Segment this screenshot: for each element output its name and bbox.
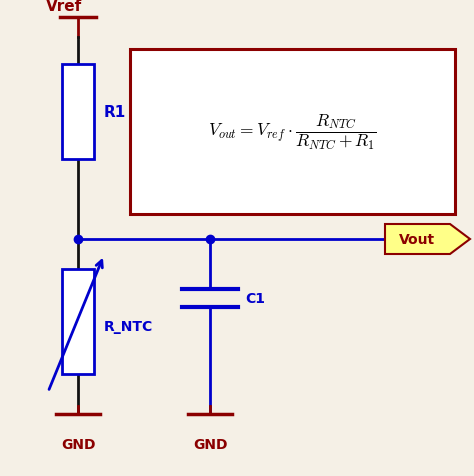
Bar	[62, 269, 94, 374]
Text: Vref: Vref	[46, 0, 82, 14]
Polygon shape	[385, 225, 470, 255]
Bar	[130, 50, 455, 215]
Text: $V_{out} = V_{ref} \cdot \dfrac{R_{NTC}}{R_{NTC} + R_1}$: $V_{out} = V_{ref} \cdot \dfrac{R_{NTC}}…	[208, 113, 377, 152]
Text: R_NTC: R_NTC	[104, 320, 153, 334]
Bar	[62, 65, 94, 159]
Text: GND: GND	[193, 437, 227, 451]
Text: Vout: Vout	[400, 232, 436, 247]
Text: R1: R1	[104, 105, 126, 120]
Text: C1: C1	[245, 291, 265, 306]
Text: GND: GND	[61, 437, 95, 451]
